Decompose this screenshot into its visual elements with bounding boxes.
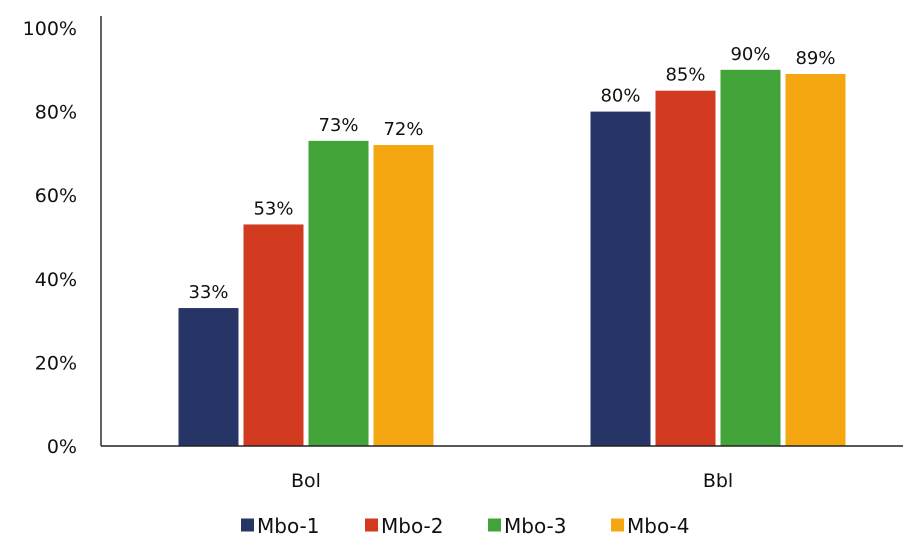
legend-swatch (241, 518, 254, 532)
bar (720, 69, 781, 447)
y-tick-label: 100% (23, 18, 77, 40)
bar-data-label: 73% (318, 115, 358, 136)
bar (243, 224, 304, 446)
bar (785, 73, 846, 446)
bar-data-labels: 33% 53% 73% 72% 80% 85% 90% 89% (188, 44, 835, 303)
y-tick-label: 0% (47, 436, 77, 458)
legend-label: Mbo-4 (627, 514, 690, 538)
legend-swatch (488, 518, 501, 532)
legend-item: Mbo-3 (488, 514, 567, 538)
bar (655, 90, 716, 446)
bar-data-label: 33% (188, 282, 228, 303)
y-tick-label: 40% (35, 269, 77, 291)
legend-item: Mbo-1 (241, 514, 320, 538)
bar-data-label: 85% (665, 65, 705, 86)
bar (590, 111, 651, 446)
bar-data-label: 53% (253, 198, 293, 219)
x-axis-categories: Bol Bbl (291, 470, 733, 492)
legend-label: Mbo-1 (257, 514, 320, 538)
legend-label: Mbo-2 (381, 514, 444, 538)
y-axis-ticks: 0% 20% 40% 60% 80% 100% (23, 18, 77, 458)
x-category-label: Bol (291, 470, 321, 492)
legend-item: Mbo-4 (611, 514, 690, 538)
legend-item: Mbo-2 (365, 514, 444, 538)
y-tick-label: 80% (35, 102, 77, 124)
bar (308, 140, 369, 447)
bar-data-label: 89% (795, 48, 835, 69)
bar-data-label: 72% (383, 119, 423, 140)
legend-label: Mbo-3 (504, 514, 567, 538)
bar (373, 145, 434, 447)
legend: Mbo-1 Mbo-2 Mbo-3 Mbo-4 (241, 514, 690, 538)
legend-swatch (365, 518, 378, 532)
bar-data-label: 80% (600, 86, 640, 107)
bar-data-label: 90% (730, 44, 770, 65)
legend-swatch (611, 518, 624, 532)
y-tick-label: 60% (35, 185, 77, 207)
bar (178, 308, 239, 446)
y-tick-label: 20% (35, 352, 77, 374)
x-category-label: Bbl (703, 470, 733, 492)
bars (178, 69, 846, 447)
